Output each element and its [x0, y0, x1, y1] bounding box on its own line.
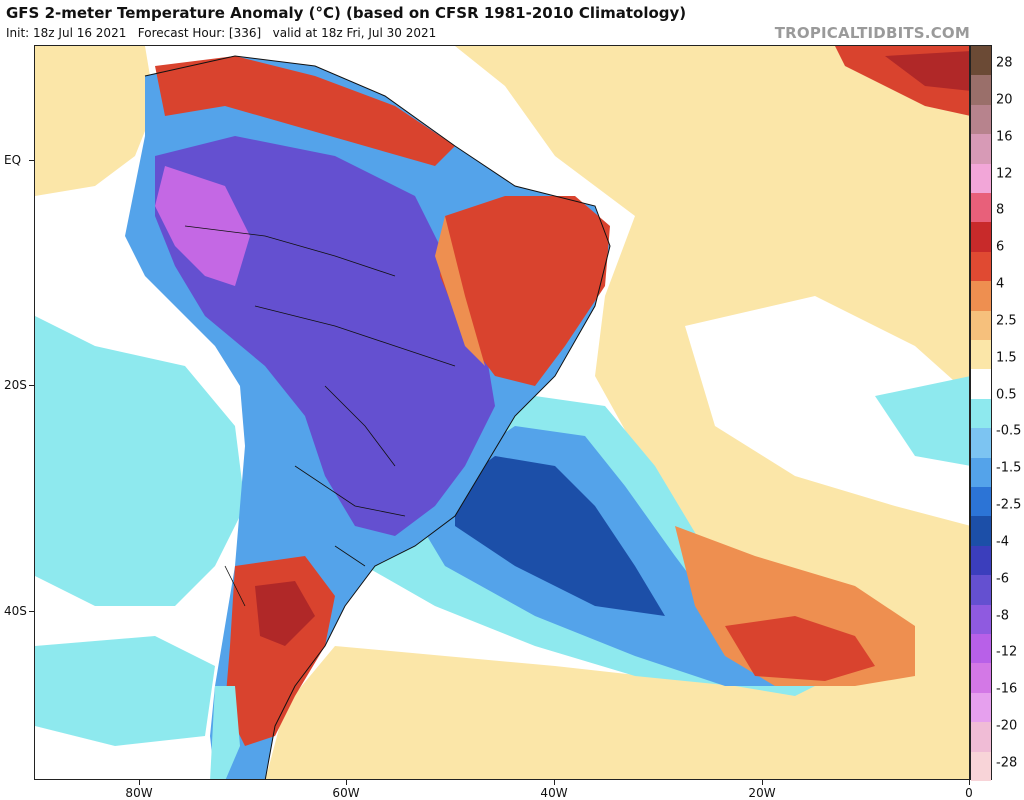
- atlantic-warm-core: [725, 616, 875, 681]
- lon-label-20w: 20W: [748, 786, 776, 800]
- colorbar-label: -28: [996, 755, 1018, 771]
- colorbar-label: 28: [996, 55, 1013, 71]
- colorbar-segment: [971, 516, 991, 547]
- colorbar-label: 2.5: [996, 313, 1017, 329]
- colorbar-segment: [971, 193, 991, 223]
- colorbar-label: -1.5: [996, 460, 1022, 476]
- source-watermark: TROPICALTIDBITS.COM: [774, 24, 970, 42]
- pacific-cool-anomaly: [35, 316, 245, 606]
- lat-tick: [29, 611, 34, 612]
- colorbar-label: -16: [996, 681, 1018, 697]
- west-africa-warm-core: [885, 51, 969, 91]
- lon-label-40w: 40W: [540, 786, 568, 800]
- map-subtitle: Init: 18z Jul 16 2021 Forecast Hour: [33…: [6, 26, 437, 40]
- lat-label-40s: 40S: [4, 604, 27, 618]
- colorbar-segment: [971, 692, 991, 723]
- colorbar-label: 1.5: [996, 350, 1017, 366]
- lon-tick: [762, 780, 763, 785]
- colorbar-segment: [971, 487, 991, 517]
- lat-tick: [29, 160, 34, 161]
- colorbar-label: 6: [996, 239, 1005, 255]
- atlantic-cold-tongue-core: [455, 456, 665, 616]
- colorbar-label: -6: [996, 571, 1009, 587]
- colorbar-segment: [971, 75, 991, 106]
- lon-tick: [969, 780, 970, 785]
- lon-label-0: 0: [965, 786, 973, 800]
- northeast-brazil-warm: [440, 196, 610, 386]
- colorbar-segment: [971, 634, 991, 664]
- colorbar-segment: [971, 398, 991, 429]
- colorbar-label: -4: [996, 534, 1009, 550]
- patagonia-warm-core: [255, 581, 315, 646]
- colorbar-label: 8: [996, 202, 1005, 218]
- colorbar-segment: [971, 251, 991, 282]
- colorbar-label: 16: [996, 129, 1013, 145]
- colorbar-segment: [971, 310, 991, 341]
- colorbar-segment: [971, 663, 991, 694]
- map-title: GFS 2-meter Temperature Anomaly (°C) (ba…: [6, 4, 687, 22]
- continent-outline: [144, 55, 611, 779]
- colorbar-segment: [971, 575, 991, 606]
- colorbar-segment: [971, 281, 991, 312]
- colorbar-label: -2.5: [996, 497, 1022, 513]
- atlantic-cool-streak: [875, 376, 969, 466]
- anomaly-map: [35, 46, 969, 779]
- colorbar-segment: [971, 222, 991, 253]
- lat-label-eq: EQ: [4, 153, 22, 167]
- lat-label-20s: 20S: [4, 378, 27, 392]
- lon-label-60w: 60W: [332, 786, 360, 800]
- colorbar-legend: [970, 45, 992, 782]
- south-pacific-cool-patch: [35, 636, 215, 746]
- central-atlantic-neutral-patch: [685, 296, 969, 526]
- southern-ocean-warm-band: [265, 646, 969, 779]
- colorbar-segment: [971, 722, 991, 753]
- colorbar-label: 12: [996, 166, 1013, 182]
- colorbar-segment: [971, 604, 991, 635]
- colorbar-segment: [971, 340, 991, 370]
- lon-tick: [346, 780, 347, 785]
- northeast-brazil-warm-edge: [435, 216, 485, 366]
- colorbar-segment: [971, 163, 991, 194]
- lat-tick: [29, 385, 34, 386]
- pacific-warm-north: [35, 46, 155, 196]
- map-panel: [34, 45, 970, 780]
- colorbar-segment: [971, 428, 991, 459]
- andes-extreme-cold: [155, 166, 250, 286]
- colorbar-segment: [971, 46, 991, 76]
- colorbar-label: -12: [996, 644, 1018, 660]
- lon-tick: [139, 780, 140, 785]
- colorbar-segment: [971, 545, 991, 576]
- northern-coast-warm-speckle: [155, 56, 455, 166]
- colorbar-label: -20: [996, 718, 1018, 734]
- southern-chile-cool: [210, 686, 240, 779]
- colorbar-label: 20: [996, 92, 1013, 108]
- lon-label-80w: 80W: [125, 786, 153, 800]
- country-borders: [184, 225, 456, 607]
- colorbar-segment: [971, 134, 991, 165]
- colorbar-segment: [971, 369, 991, 400]
- colorbar-segment: [971, 457, 991, 488]
- colorbar-label: -8: [996, 608, 1009, 624]
- colorbar-segment: [971, 104, 991, 135]
- colorbar-segment: [971, 751, 991, 782]
- colorbar-label: -0.5: [996, 423, 1022, 439]
- colorbar-label: 0.5: [996, 387, 1017, 403]
- colorbar-label: 4: [996, 276, 1005, 292]
- lon-tick: [554, 780, 555, 785]
